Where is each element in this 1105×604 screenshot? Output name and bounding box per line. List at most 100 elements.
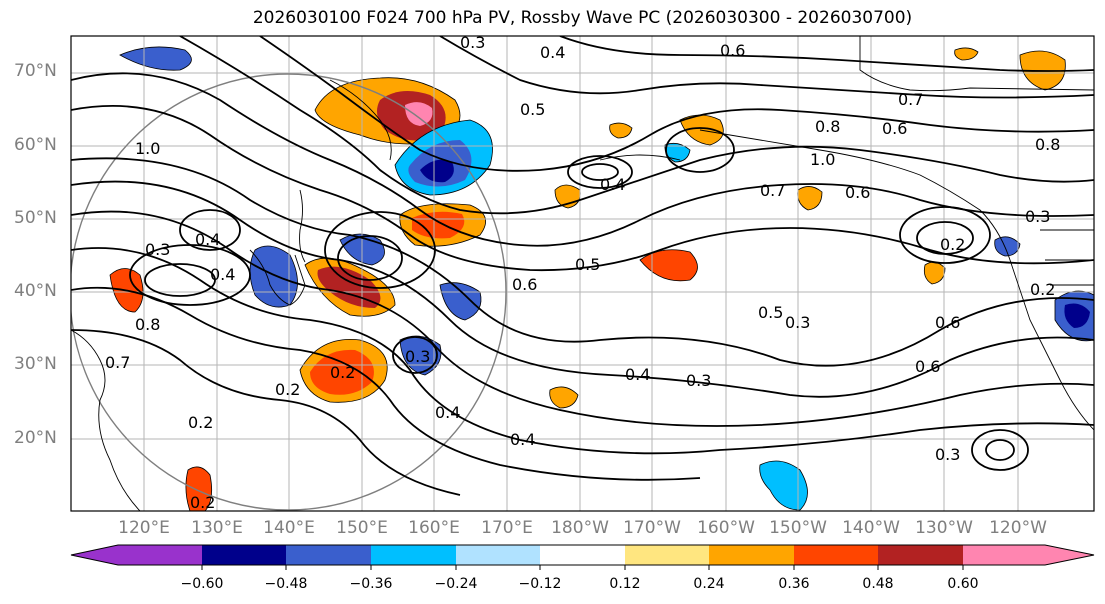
- colorbar-tick-label: 0.24: [693, 576, 725, 592]
- anomaly-blob: [405, 102, 433, 126]
- anomaly-blob: [639, 249, 698, 282]
- contour-label: 0.2: [190, 493, 215, 512]
- contour-label: 0.6: [935, 313, 960, 332]
- colorbar-segment: [625, 545, 709, 565]
- contour-label: 0.6: [915, 357, 940, 376]
- contour-label: 0.8: [815, 117, 840, 136]
- anomaly-blob: [1064, 303, 1090, 328]
- lat-label-20n: 20°N: [14, 428, 57, 448]
- contour-label: 0.2: [940, 235, 965, 254]
- anomaly-blob: [412, 211, 465, 239]
- contour-label: 0.7: [105, 353, 130, 372]
- lon-label-130e: 130°E: [191, 518, 243, 538]
- contour-label: 0.3: [1025, 207, 1050, 226]
- lon-label-160e: 160°E: [408, 518, 460, 538]
- lon-label-130w: 130°W: [915, 518, 973, 538]
- contour-label: 0.3: [935, 445, 960, 464]
- map-title: 2026030100 F024 700 hPa PV, Rossby Wave …: [252, 8, 913, 28]
- lat-label-70n: 70°N: [14, 61, 57, 81]
- colorbar-tick-label: 0.60: [947, 576, 979, 592]
- contour-label: 0.7: [898, 90, 923, 109]
- lon-label-170w: 170°W: [623, 518, 681, 538]
- lon-label-170e: 170°E: [481, 518, 533, 538]
- colorbar-segment: [202, 545, 286, 565]
- contour-label: 0.4: [210, 265, 235, 284]
- anomaly-blob: [310, 349, 374, 395]
- colorbar-tick-label: −0.48: [264, 576, 308, 592]
- range-circle: [71, 73, 507, 511]
- contour-label: 1.0: [135, 139, 160, 158]
- colorbar-segment: [709, 545, 794, 565]
- contour-label: 0.5: [758, 303, 783, 322]
- contour-label: 0.3: [785, 313, 810, 332]
- contour-label: 0.2: [330, 363, 355, 382]
- contour-label: 0.4: [625, 365, 650, 384]
- lon-label-140w: 140°W: [842, 518, 900, 538]
- contour-label: 0.7: [760, 181, 785, 200]
- contour-label: 0.8: [135, 315, 160, 334]
- coastlines: [71, 36, 1094, 511]
- colorbar-segment: [794, 545, 878, 565]
- pv-anomaly-shading: [109, 46, 1094, 511]
- contour-label: 0.6: [845, 183, 870, 202]
- lon-label-150e: 150°E: [336, 518, 388, 538]
- colorbar-segment: [71, 545, 202, 565]
- colorbar-segment: [456, 545, 540, 565]
- contour-label: 0.4: [435, 403, 460, 422]
- contour-label: 0.5: [520, 100, 545, 119]
- anomaly-blob: [420, 159, 454, 183]
- colorbar-tick-label: −0.60: [180, 576, 224, 592]
- contour-label: 0.3: [686, 371, 711, 390]
- lat-label-60n: 60°N: [14, 135, 57, 155]
- anomaly-blob: [185, 466, 213, 511]
- colorbar-tick-label: 0.12: [609, 576, 641, 592]
- lat-label-30n: 30°N: [14, 354, 57, 374]
- anomaly-blob: [609, 122, 633, 139]
- contour-label: 0.4: [540, 43, 565, 62]
- contour-label: 0.3: [405, 347, 430, 366]
- contour-label: 0.5: [575, 255, 600, 274]
- anomaly-blob: [549, 386, 579, 409]
- contour-label: 0.3: [145, 240, 170, 259]
- contour-label: 0.2: [188, 413, 213, 432]
- anomaly-blob: [954, 47, 979, 61]
- colorbar-tick-label: 0.48: [862, 576, 894, 592]
- contour-label: 0.4: [600, 175, 625, 194]
- contour-label: 0.6: [512, 275, 537, 294]
- contour-label: 0.3: [460, 33, 485, 52]
- colorbar-tick-label: 0.36: [778, 576, 810, 592]
- anomaly-blob: [994, 236, 1021, 257]
- contour-label: 0.8: [1035, 135, 1060, 154]
- colorbar-segment: [371, 545, 456, 565]
- contour-label: 0.4: [195, 230, 220, 249]
- colorbar-segment: [540, 545, 625, 565]
- colorbar-tick-label: −0.12: [518, 576, 562, 592]
- colorbar-tick-label: −0.36: [349, 576, 393, 592]
- contour-labels: 0.4 0.6 0.3 0.7 0.8 0.6 0.8 1.0 0.4 0.5 …: [105, 33, 1060, 512]
- contour-label: 0.2: [1030, 280, 1055, 299]
- lat-label-40n: 40°N: [14, 281, 57, 301]
- lon-label-150w: 150°W: [769, 518, 827, 538]
- colorbar: [70, 544, 1095, 570]
- contour-label: 1.0: [810, 150, 835, 169]
- colorbar-segment: [963, 545, 1094, 565]
- map-background: [71, 36, 1094, 511]
- contour-label: 0.2: [275, 380, 300, 399]
- colorbar-segment: [286, 545, 371, 565]
- lon-label-120w: 120°W: [989, 518, 1047, 538]
- lat-label-50n: 50°N: [14, 208, 57, 228]
- contour-label: 0.4: [510, 430, 535, 449]
- lon-label-180w: 180°W: [551, 518, 609, 538]
- contour-label: 0.6: [720, 41, 745, 60]
- pv-contours: [71, 36, 1094, 496]
- lon-label-160w: 160°W: [697, 518, 755, 538]
- anomaly-blob: [759, 460, 808, 511]
- anomaly-blob: [797, 186, 823, 211]
- contour-label: 0.6: [882, 119, 907, 138]
- anomaly-blob: [317, 266, 381, 308]
- colorbar-segment: [878, 545, 963, 565]
- map-frame: [70, 35, 1095, 512]
- colorbar-tick-label: −0.24: [434, 576, 478, 592]
- lon-label-120e: 120°E: [118, 518, 170, 538]
